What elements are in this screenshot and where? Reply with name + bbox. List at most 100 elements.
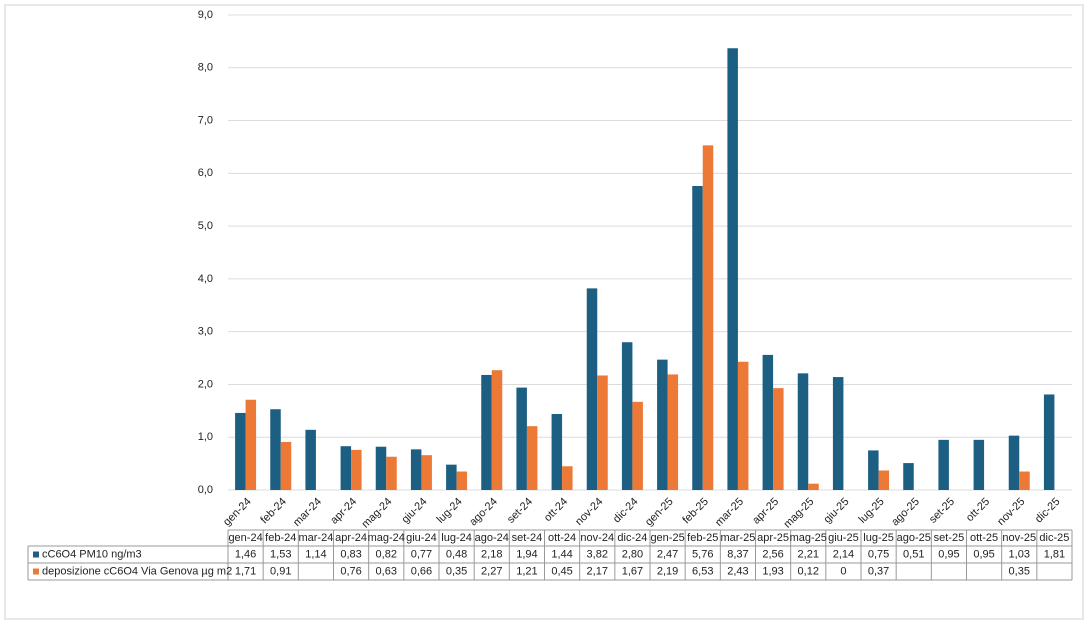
table-value: 0,66	[411, 565, 432, 577]
legend-label: deposizione cC6O4 Via Genova µg m2	[42, 565, 232, 577]
x-tick-label: mag-25	[782, 496, 817, 531]
bar	[657, 359, 668, 490]
bar	[632, 401, 643, 490]
table-header: set-24	[512, 532, 543, 544]
table-value: 2,43	[727, 565, 748, 577]
x-tick-label: mag-24	[360, 496, 395, 531]
bar	[491, 370, 503, 490]
table-header: mar-24	[298, 532, 333, 544]
x-tick-label: feb-25	[680, 496, 711, 527]
table-header: dic-25	[1039, 532, 1069, 544]
legend-label: cC6O4 PM10 ng/m3	[42, 548, 142, 560]
bar	[762, 354, 774, 490]
table-value: 1,67	[622, 565, 643, 577]
y-tick-label: 7,0	[198, 114, 213, 126]
x-tick-label: apr-25	[750, 496, 781, 527]
bar	[667, 374, 679, 490]
bar	[903, 463, 914, 490]
x-tick-label: ago-25	[889, 496, 922, 529]
table-value: 2,21	[798, 548, 819, 560]
bar	[773, 388, 784, 490]
x-tick-label: feb-24	[258, 496, 289, 527]
table-header: lug-24	[441, 532, 472, 544]
table-value: 1,53	[270, 548, 291, 560]
table-value: 2,17	[587, 565, 608, 577]
table-value: 0,51	[903, 548, 924, 560]
y-tick-label: 9,0	[198, 9, 213, 21]
bar	[832, 377, 844, 490]
bar	[340, 446, 352, 490]
bar	[868, 450, 879, 490]
table-header: ott-25	[970, 532, 998, 544]
table-value: 2,18	[481, 548, 502, 560]
bar	[727, 48, 738, 490]
table-value: 1,21	[516, 565, 537, 577]
table-value: 1,44	[551, 548, 572, 560]
bar	[351, 449, 362, 490]
bar	[526, 426, 538, 490]
table-header: mar-25	[720, 532, 755, 544]
x-tick-label: nov-24	[573, 496, 605, 528]
table-value: 0,83	[340, 548, 361, 560]
table-header: giu-25	[828, 532, 859, 544]
table-value: 2,47	[657, 548, 678, 560]
table-header: lug-25	[863, 532, 894, 544]
table-value: 0,37	[868, 565, 889, 577]
x-tick-label: set-24	[505, 496, 535, 526]
table-header: mag-24	[368, 532, 405, 544]
table-value: 2,14	[833, 548, 854, 560]
table-header: gen-24	[228, 532, 262, 544]
table-header: gen-25	[650, 532, 684, 544]
bar	[586, 288, 598, 490]
table-header: mag-25	[790, 532, 827, 544]
bar	[1043, 394, 1055, 490]
bar	[245, 399, 257, 490]
table-value: 0,95	[973, 548, 994, 560]
table-header: giu-24	[406, 532, 437, 544]
table-header: feb-24	[265, 532, 296, 544]
frame	[4, 4, 1084, 620]
x-tick-label: dic-25	[1033, 496, 1063, 526]
x-tick-label: mar-24	[291, 496, 324, 529]
y-tick-label: 2,0	[198, 378, 213, 390]
x-tick-label: gen-25	[643, 496, 676, 529]
table-value: 1,46	[235, 548, 256, 560]
table-header: ott-24	[548, 532, 576, 544]
table-value: 2,19	[657, 565, 678, 577]
bar	[516, 387, 527, 490]
y-tick-label: 4,0	[198, 273, 213, 285]
table-value: 1,14	[305, 548, 326, 560]
table-value: 6,53	[692, 565, 713, 577]
y-tick-label: 0,0	[198, 484, 213, 496]
table-header: apr-25	[757, 532, 789, 544]
bar	[973, 439, 985, 490]
y-tick-label: 5,0	[198, 220, 213, 232]
table-value: 0	[840, 565, 846, 577]
x-tick-label: lug-25	[857, 496, 887, 526]
bar	[1008, 435, 1020, 490]
legend-key	[33, 568, 39, 575]
bar	[692, 186, 703, 490]
y-tick-label: 1,0	[198, 431, 213, 443]
table-value: 3,82	[587, 548, 608, 560]
table-value: 0,91	[270, 565, 291, 577]
table-value: 0,35	[1009, 565, 1030, 577]
table-value: 1,93	[762, 565, 783, 577]
table-header: nov-24	[580, 532, 614, 544]
table-value: 0,76	[340, 565, 361, 577]
y-tick-label: 6,0	[198, 167, 213, 179]
bar	[481, 374, 492, 490]
table-value: 5,76	[692, 548, 713, 560]
table-value: 2,56	[762, 548, 783, 560]
bar	[938, 439, 949, 490]
x-tick-label: ago-24	[467, 496, 500, 529]
table-value: 0,63	[376, 565, 397, 577]
table-value: 2,80	[622, 548, 643, 560]
table-header: feb-25	[687, 532, 718, 544]
table-value: 0,77	[411, 548, 432, 560]
table-value: 0,48	[446, 548, 467, 560]
table-header: apr-24	[335, 532, 367, 544]
bar	[702, 145, 714, 490]
x-tick-label: apr-24	[328, 496, 359, 527]
